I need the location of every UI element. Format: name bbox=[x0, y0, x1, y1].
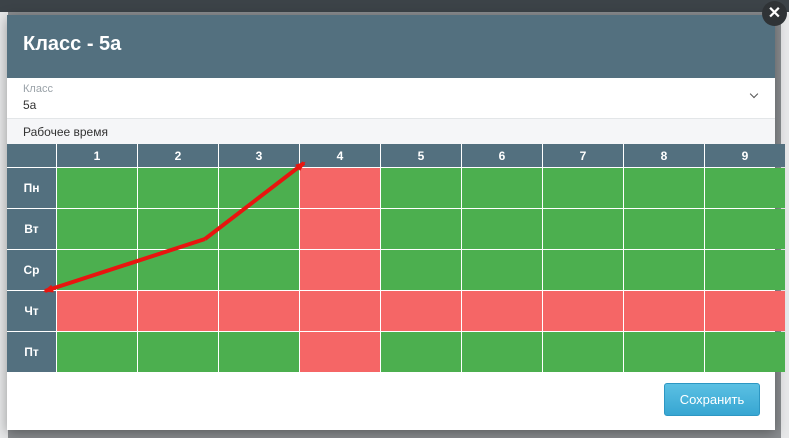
schedule-cell[interactable] bbox=[462, 168, 542, 208]
modal-header: Класс - 5а bbox=[7, 15, 775, 78]
schedule-cell[interactable] bbox=[624, 168, 704, 208]
schedule-cell[interactable] bbox=[462, 209, 542, 249]
schedule-cell[interactable] bbox=[138, 250, 218, 290]
chevron-down-icon[interactable] bbox=[749, 89, 759, 99]
schedule-grid: 1 2 3 4 5 6 7 8 9 Пн Вт Ср Чт Пт bbox=[7, 144, 785, 372]
period-header: 6 bbox=[462, 144, 542, 167]
schedule-cell[interactable] bbox=[57, 209, 137, 249]
schedule-cell[interactable] bbox=[705, 209, 785, 249]
schedule-cell[interactable] bbox=[219, 250, 299, 290]
schedule-cell[interactable] bbox=[138, 209, 218, 249]
schedule-cell[interactable] bbox=[219, 209, 299, 249]
day-header: Вт bbox=[7, 209, 56, 249]
schedule-cell[interactable] bbox=[543, 291, 623, 331]
period-header: 1 bbox=[57, 144, 137, 167]
schedule-cell[interactable] bbox=[57, 332, 137, 372]
app-top-bar bbox=[0, 0, 789, 12]
day-header: Чт bbox=[7, 291, 56, 331]
backdrop-right bbox=[781, 12, 789, 438]
day-header: Ср bbox=[7, 250, 56, 290]
period-header: 5 bbox=[381, 144, 461, 167]
schedule-cell[interactable] bbox=[624, 250, 704, 290]
schedule-cell[interactable] bbox=[138, 332, 218, 372]
schedule-cell[interactable] bbox=[624, 209, 704, 249]
schedule-cell[interactable] bbox=[705, 250, 785, 290]
period-header: 2 bbox=[138, 144, 218, 167]
schedule-cell[interactable] bbox=[462, 250, 542, 290]
schedule-cell[interactable] bbox=[57, 168, 137, 208]
schedule-cell[interactable] bbox=[300, 250, 380, 290]
period-header: 8 bbox=[624, 144, 704, 167]
class-select-label: Класс bbox=[23, 83, 53, 95]
section-title: Рабочее время bbox=[23, 125, 108, 139]
schedule-cell[interactable] bbox=[705, 168, 785, 208]
schedule-cell[interactable] bbox=[705, 291, 785, 331]
schedule-cell[interactable] bbox=[381, 168, 461, 208]
schedule-cell[interactable] bbox=[57, 291, 137, 331]
schedule-cell[interactable] bbox=[219, 332, 299, 372]
schedule-cell[interactable] bbox=[705, 332, 785, 372]
schedule-cell[interactable] bbox=[300, 332, 380, 372]
schedule-cell[interactable] bbox=[300, 168, 380, 208]
schedule-cell[interactable] bbox=[543, 209, 623, 249]
save-button[interactable]: Сохранить bbox=[664, 383, 760, 416]
class-select[interactable]: Класс 5а bbox=[7, 78, 775, 119]
schedule-cell[interactable] bbox=[381, 291, 461, 331]
schedule-cell[interactable] bbox=[543, 168, 623, 208]
modal-title: Класс - 5а bbox=[23, 33, 122, 55]
schedule-cell[interactable] bbox=[624, 332, 704, 372]
schedule-cell[interactable] bbox=[462, 332, 542, 372]
period-header: 3 bbox=[219, 144, 299, 167]
schedule-cell[interactable] bbox=[543, 250, 623, 290]
schedule-cell[interactable] bbox=[624, 291, 704, 331]
schedule-cell[interactable] bbox=[300, 291, 380, 331]
period-header: 4 bbox=[300, 144, 380, 167]
schedule-cell[interactable] bbox=[543, 332, 623, 372]
schedule-cell[interactable] bbox=[462, 291, 542, 331]
schedule-cell[interactable] bbox=[300, 209, 380, 249]
schedule-cell[interactable] bbox=[138, 168, 218, 208]
schedule-cell[interactable] bbox=[219, 291, 299, 331]
class-select-value: 5а bbox=[23, 98, 37, 112]
day-header: Пн bbox=[7, 168, 56, 208]
working-time-section: Рабочее время bbox=[7, 119, 775, 145]
schedule-cell[interactable] bbox=[138, 291, 218, 331]
schedule-cell[interactable] bbox=[381, 250, 461, 290]
period-header: 7 bbox=[543, 144, 623, 167]
schedule-cell[interactable] bbox=[219, 168, 299, 208]
day-header: Пт bbox=[7, 332, 56, 372]
backdrop-left bbox=[0, 12, 8, 438]
grid-corner bbox=[7, 144, 56, 167]
close-icon[interactable]: ✕ bbox=[762, 1, 787, 26]
period-header: 9 bbox=[705, 144, 785, 167]
schedule-cell[interactable] bbox=[57, 250, 137, 290]
schedule-cell[interactable] bbox=[381, 209, 461, 249]
schedule-cell[interactable] bbox=[381, 332, 461, 372]
